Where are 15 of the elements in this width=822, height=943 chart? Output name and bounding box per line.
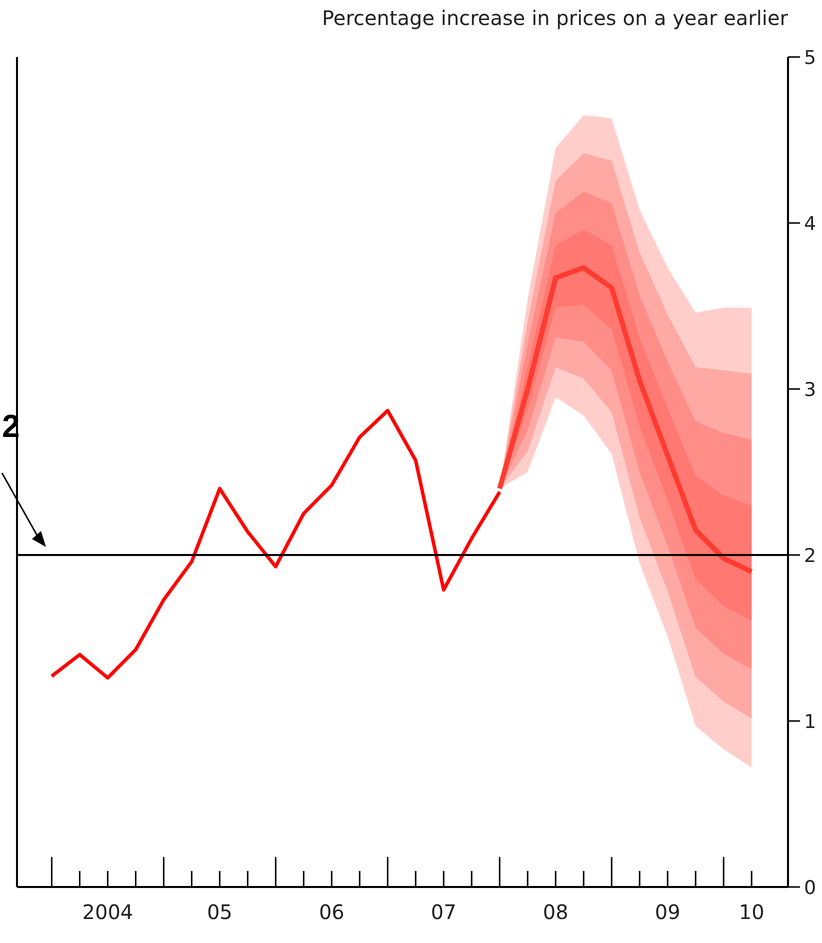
y-tick-label: 4	[804, 213, 816, 235]
y-tick-label: 0	[804, 877, 816, 899]
x-tick-label: 07	[430, 900, 456, 924]
y-axis-title: Percentage increase in prices on a year earlier	[322, 6, 788, 30]
y-tick-label: 3	[804, 379, 816, 401]
x-tick-label: 2004	[82, 900, 134, 924]
y-tick-label: 5	[804, 47, 816, 69]
x-tick-label: 08	[542, 900, 568, 924]
x-tick-label: 09	[654, 900, 680, 924]
line-series	[50, 408, 502, 680]
x-tick-label: 05	[206, 900, 232, 924]
y-tick-label: 1	[804, 711, 816, 733]
x-tick-label: 10	[738, 900, 764, 924]
y-tick-label: 2	[804, 545, 816, 567]
x-tick-label: 06	[318, 900, 344, 924]
